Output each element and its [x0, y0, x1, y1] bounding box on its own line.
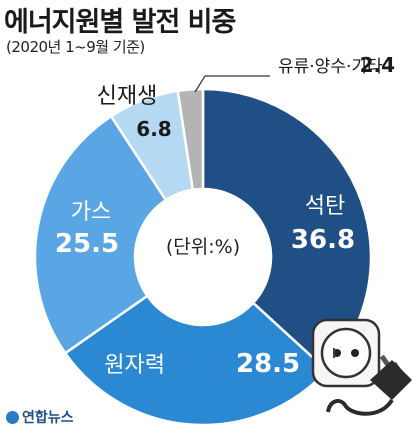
slice-oil-pumped-other: [176, 87, 205, 192]
label-nuclear: 원자력: [104, 353, 165, 378]
power-outlet-icon: [311, 318, 381, 388]
value-renewable: 6.8: [136, 117, 171, 141]
value-coal: 36.8: [291, 225, 355, 255]
slice-gas: [33, 114, 168, 355]
chart-subtitle: (2020년 1~9월 기준): [6, 38, 145, 56]
plug-icon: [326, 354, 412, 416]
label-coal: 석탄: [305, 194, 345, 219]
unit-label: (단위:%): [166, 236, 240, 258]
logo-text: 연합뉴스: [22, 410, 74, 426]
value-nuclear: 28.5: [236, 349, 300, 379]
label-renewable: 신재생: [97, 84, 158, 109]
leader-line-oil-pumped-other: [194, 75, 270, 93]
logo-mark-icon: [6, 411, 19, 424]
value-oil-pumped-other: 2.4: [360, 53, 395, 77]
chart-title: 에너지원별 발전 비중: [4, 7, 236, 38]
value-gas: 25.5: [55, 229, 119, 259]
yonhap-logo: 연합뉴스: [6, 407, 74, 427]
slice-nuclear: [63, 294, 329, 427]
label-oil-pumped-other: 유류·양수·기타: [278, 57, 383, 77]
label-gas: 가스: [71, 200, 111, 225]
